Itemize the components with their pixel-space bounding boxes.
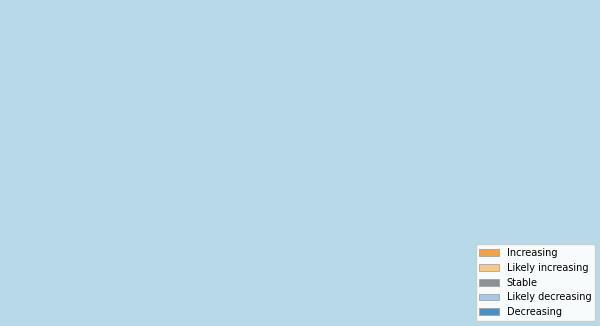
- Legend: Increasing, Likely increasing, Stable, Likely decreasing, Decreasing: Increasing, Likely increasing, Stable, L…: [476, 244, 595, 321]
